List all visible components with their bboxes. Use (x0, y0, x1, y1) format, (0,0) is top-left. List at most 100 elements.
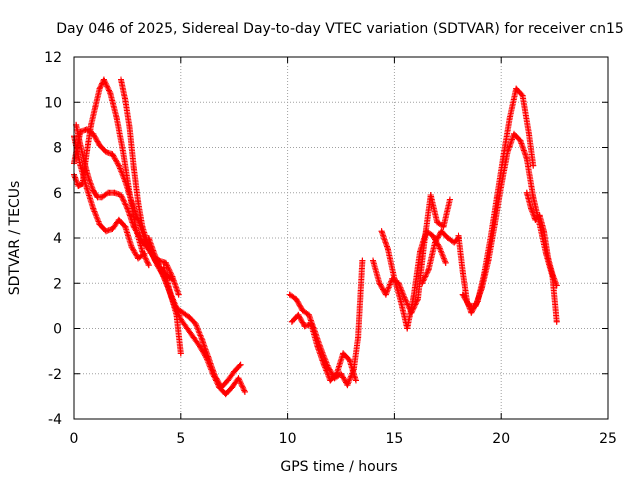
series-sat-i (288, 311, 359, 384)
data-point (241, 388, 248, 395)
data-point (229, 384, 236, 391)
data-point (103, 149, 110, 156)
data-point (92, 103, 99, 110)
y-tick-label: 6 (53, 186, 62, 202)
data-point (205, 354, 212, 361)
data-point (132, 225, 139, 232)
data-point (308, 320, 315, 327)
x-tick-label: 25 (599, 431, 617, 447)
data-point (96, 85, 103, 92)
data-point (431, 239, 438, 246)
data-point (115, 216, 122, 223)
data-point (175, 291, 182, 298)
data-point (472, 302, 479, 309)
data-point (79, 180, 86, 187)
data-point (523, 189, 530, 196)
data-point (83, 149, 90, 156)
x-tick-label: 5 (176, 431, 185, 447)
data-point (333, 370, 340, 377)
data-point (340, 350, 347, 357)
data-point (130, 164, 137, 171)
data-point (553, 282, 560, 289)
data-point (301, 323, 308, 330)
data-point (459, 268, 466, 275)
data-point (179, 309, 186, 316)
data-point (288, 318, 295, 325)
data-point (478, 284, 485, 291)
data-point (491, 221, 498, 228)
data-point (451, 239, 458, 246)
chart-title: Day 046 of 2025, Sidereal Day-to-day VTE… (56, 21, 624, 37)
data-point (446, 196, 453, 203)
data-point (395, 280, 402, 287)
series-sat-g (160, 264, 244, 391)
data-point (105, 189, 112, 196)
y-tick-label: 8 (53, 141, 62, 157)
data-point (419, 280, 426, 287)
data-point (177, 350, 184, 357)
data-point (135, 198, 142, 205)
data-point (177, 316, 184, 323)
data-point (370, 257, 377, 264)
data-point (173, 305, 180, 312)
data-point (224, 377, 231, 384)
y-tick-label: 4 (53, 231, 62, 247)
x-tick-label: 15 (385, 431, 403, 447)
data-point (408, 309, 415, 316)
data-point (519, 92, 526, 99)
data-point (235, 375, 242, 382)
data-point (96, 221, 103, 228)
data-point (222, 391, 229, 398)
data-point (139, 223, 146, 230)
data-point (549, 271, 556, 278)
data-point (378, 228, 385, 235)
data-point (117, 76, 124, 83)
data-point (83, 185, 90, 192)
data-point (90, 187, 97, 194)
data-point (192, 320, 199, 327)
series-sat-o (523, 189, 560, 289)
data-point (115, 162, 122, 169)
data-point (530, 194, 537, 201)
y-tick-label: 2 (53, 276, 62, 292)
data-point (397, 298, 404, 305)
data-point (506, 115, 513, 122)
data-point (444, 235, 451, 241)
tick-labels: 0 5 10 15 20 25 -4 -2 0 2 4 6 8 10 12 (44, 50, 617, 447)
data-point (126, 124, 133, 131)
data-point (402, 296, 409, 303)
data-point (376, 280, 383, 287)
data-point (75, 182, 82, 189)
data-point (485, 257, 492, 264)
data-point (299, 307, 306, 314)
series-sat-k (370, 192, 453, 316)
data-point (440, 223, 447, 230)
data-point (160, 264, 167, 271)
data-point (442, 259, 449, 266)
data-point (498, 182, 505, 189)
series-sat-l (419, 228, 462, 287)
data-point (355, 334, 362, 341)
data-point (169, 275, 176, 282)
x-axis-label: GPS time / hours (280, 459, 397, 475)
data-point (459, 291, 466, 298)
data-point (414, 296, 421, 303)
data-point (122, 96, 129, 103)
data-point (145, 262, 152, 269)
data-point (525, 130, 532, 137)
data-point (429, 232, 436, 239)
data-point (320, 361, 327, 368)
data-point (466, 302, 473, 309)
data-point (425, 266, 432, 273)
data-point (145, 235, 152, 241)
y-tick-label: 0 (53, 322, 62, 338)
data-point (530, 162, 537, 169)
data-point (295, 311, 302, 318)
data-point (438, 228, 445, 235)
data-point (100, 76, 107, 83)
data-point (468, 309, 475, 316)
data-point (421, 239, 428, 246)
data-point (553, 318, 560, 325)
data-point (117, 192, 124, 199)
